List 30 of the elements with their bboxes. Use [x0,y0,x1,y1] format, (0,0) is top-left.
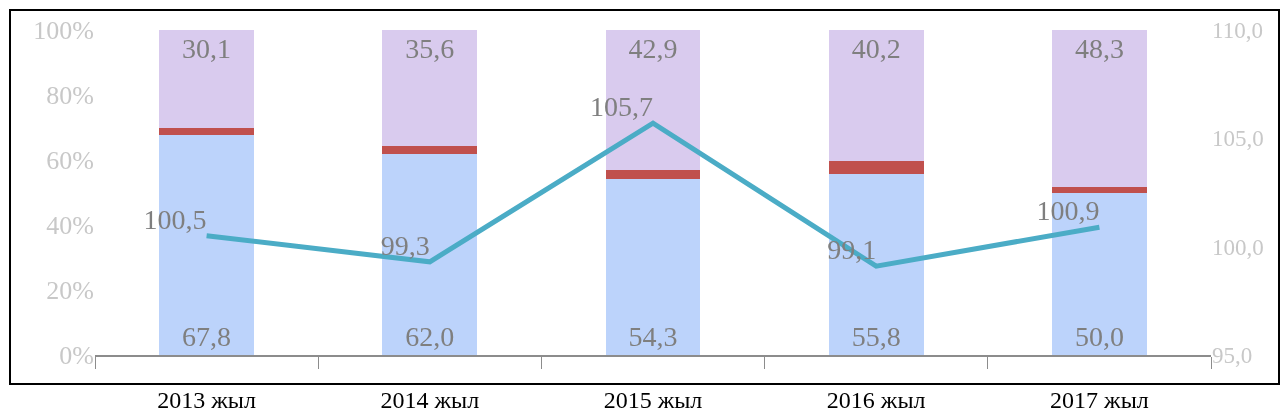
bar [159,127,254,136]
bar [382,153,478,355]
x-tick-label: 2014 жыл [380,386,480,413]
data-label: 48,3 [1074,33,1124,64]
bar [605,168,701,180]
data-label: 67,8 [182,321,232,352]
x-tick-label: 2013 жыл [157,386,256,413]
data-label: 99,3 [380,229,430,261]
bar [1052,30,1147,188]
data-label: 35,6 [405,33,455,64]
data-label: 55,8 [851,321,901,352]
data-label: 50,0 [1074,321,1124,352]
data-label: 30,1 [182,33,232,64]
bar [382,30,478,147]
bar [382,145,478,154]
bar [828,160,924,175]
data-label: 40,2 [851,33,901,64]
bar [828,30,924,162]
x-tick-label: 2017 жыл [1050,386,1149,413]
data-label: 100,9 [1036,195,1100,227]
x-tick-label: 2016 жыл [826,386,926,413]
data-label: 62,0 [405,321,455,352]
bar [605,178,701,355]
bar [159,30,254,129]
x-tick-label: 2015 жыл [603,386,703,413]
data-label: 42,9 [628,33,678,64]
data-label: 54,3 [628,321,678,352]
data-label: 105,7 [590,91,653,123]
data-label: 100,5 [143,203,207,235]
bar [828,173,924,355]
